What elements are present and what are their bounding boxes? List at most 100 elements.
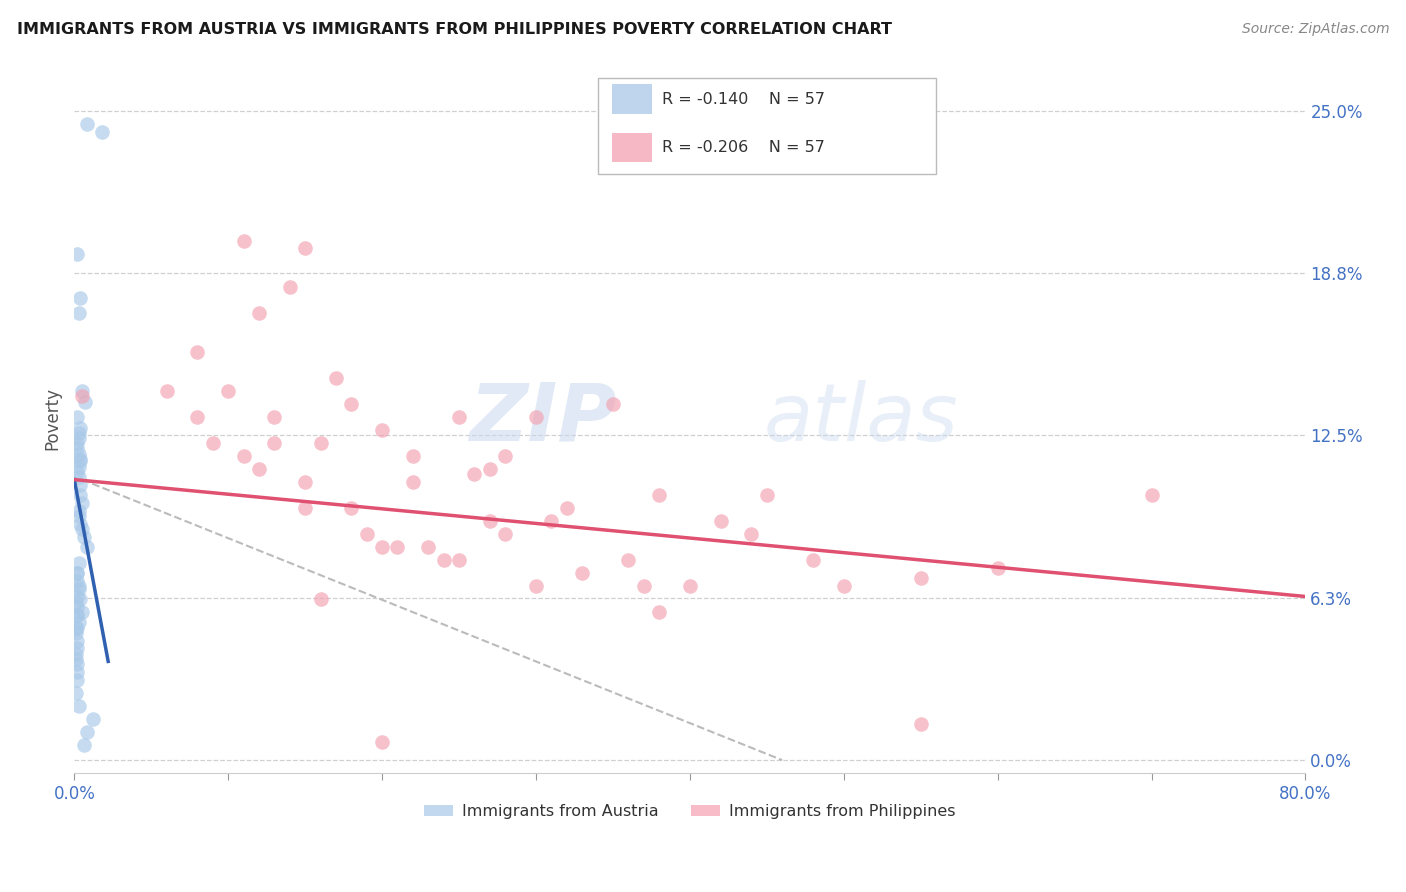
Point — [524, 579, 547, 593]
Point — [478, 514, 501, 528]
Point — [309, 592, 332, 607]
Point — [67, 447, 90, 461]
Text: R = -0.140    N = 57: R = -0.140 N = 57 — [662, 92, 824, 107]
Point — [67, 582, 90, 596]
Point — [987, 561, 1010, 575]
Point — [76, 540, 98, 554]
Point — [72, 738, 94, 752]
Point — [66, 566, 89, 580]
Text: Source: ZipAtlas.com: Source: ZipAtlas.com — [1241, 22, 1389, 37]
Point — [832, 579, 855, 593]
Point — [70, 496, 93, 510]
Point — [82, 712, 104, 726]
Point — [418, 540, 440, 554]
Point — [617, 553, 640, 567]
Point — [76, 117, 98, 131]
Y-axis label: Poverty: Poverty — [44, 387, 60, 450]
Point — [571, 566, 593, 580]
Point — [67, 470, 90, 484]
Point — [65, 595, 87, 609]
Point — [65, 647, 87, 661]
Point — [66, 574, 89, 588]
Point — [66, 607, 89, 622]
Point — [186, 410, 208, 425]
Bar — [612, 133, 652, 162]
Point — [69, 488, 91, 502]
Point — [232, 234, 254, 248]
Point — [67, 425, 90, 440]
Point — [755, 488, 778, 502]
Point — [494, 449, 516, 463]
Point — [325, 371, 347, 385]
Point — [67, 615, 90, 630]
Point — [67, 579, 90, 593]
Point — [72, 530, 94, 544]
Point — [540, 514, 562, 528]
Point — [70, 522, 93, 536]
Point — [371, 540, 394, 554]
Point — [910, 571, 932, 585]
Text: ZIP: ZIP — [468, 380, 616, 458]
Point — [447, 410, 470, 425]
Bar — [612, 85, 652, 114]
FancyBboxPatch shape — [598, 78, 936, 174]
Point — [910, 716, 932, 731]
Point — [67, 556, 90, 570]
Point — [66, 665, 89, 679]
Point — [69, 420, 91, 434]
Point — [201, 436, 224, 450]
Point — [91, 125, 114, 139]
Point — [65, 621, 87, 635]
Point — [710, 514, 733, 528]
Point — [67, 508, 90, 523]
Point — [633, 579, 655, 593]
Point — [371, 423, 394, 437]
Point — [70, 390, 93, 404]
Point — [65, 685, 87, 699]
Point — [648, 605, 671, 619]
Point — [402, 449, 425, 463]
Point — [340, 501, 363, 516]
Point — [67, 306, 90, 320]
Point — [278, 280, 301, 294]
Point — [294, 501, 316, 516]
Point — [387, 540, 409, 554]
Point — [66, 607, 89, 622]
Point — [433, 553, 456, 567]
Point — [69, 291, 91, 305]
Point — [247, 306, 270, 320]
Point — [65, 625, 87, 640]
Point — [1140, 488, 1163, 502]
Point — [294, 475, 316, 490]
Text: R = -0.206    N = 57: R = -0.206 N = 57 — [662, 140, 824, 155]
Point — [263, 436, 285, 450]
Point — [447, 553, 470, 567]
Point — [69, 451, 91, 466]
Point — [340, 397, 363, 411]
Point — [402, 475, 425, 490]
Point — [66, 599, 89, 614]
Point — [66, 410, 89, 425]
Point — [65, 652, 87, 666]
Point — [70, 605, 93, 619]
Point — [66, 657, 89, 671]
Point — [801, 553, 824, 567]
Point — [494, 527, 516, 541]
Point — [67, 504, 90, 518]
Point — [371, 735, 394, 749]
Point — [66, 673, 89, 687]
Legend: Immigrants from Austria, Immigrants from Philippines: Immigrants from Austria, Immigrants from… — [418, 797, 962, 825]
Point — [67, 698, 90, 713]
Point — [66, 465, 89, 479]
Point — [309, 436, 332, 450]
Point — [66, 633, 89, 648]
Point — [75, 394, 97, 409]
Text: atlas: atlas — [763, 380, 959, 458]
Point — [524, 410, 547, 425]
Point — [69, 454, 91, 468]
Point — [602, 397, 624, 411]
Point — [76, 724, 98, 739]
Point — [66, 621, 89, 635]
Point — [69, 516, 91, 531]
Point — [356, 527, 378, 541]
